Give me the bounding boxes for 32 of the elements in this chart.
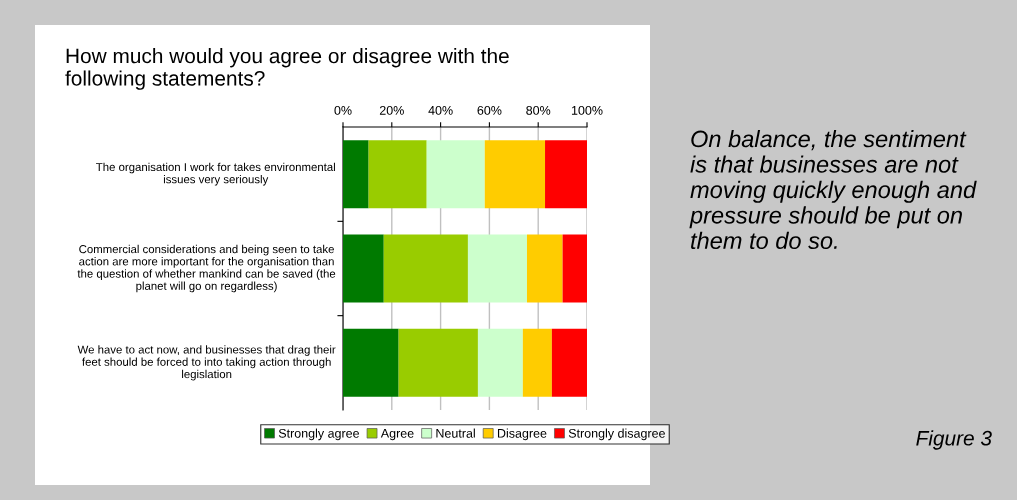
x-tick-label: 80% xyxy=(526,105,551,115)
bar xyxy=(522,328,552,397)
bar xyxy=(477,328,523,397)
x-tick-label: 100% xyxy=(571,105,603,115)
y-tick-label: The organisation I work for takes environmental issues very seriously xyxy=(96,162,335,186)
legend-label: Agree xyxy=(380,429,414,441)
bar xyxy=(562,234,587,303)
caption: Figure 3 xyxy=(916,430,992,450)
bar xyxy=(368,140,427,209)
x-tick-label: 20% xyxy=(379,105,404,115)
bar xyxy=(343,140,369,209)
y-tick-label: We have to act now, and businesses that drag their feet should be forced to into taking action through legislation xyxy=(77,345,336,381)
legend-label: Strongly disagree xyxy=(568,428,665,441)
text: On balance, the sentiment is that businesses are not moving quickly enough and pressure should be put on them to do so. xyxy=(689,130,977,250)
bar xyxy=(398,328,478,397)
bar xyxy=(551,328,587,397)
legend-label: Disagree xyxy=(497,428,547,441)
bar xyxy=(484,140,546,209)
bar xyxy=(467,234,527,303)
bar xyxy=(426,140,485,209)
bar xyxy=(545,140,587,209)
x-tick-label: 0% xyxy=(334,105,352,115)
chart-title: How much would you agree or disagree with the following statements? xyxy=(65,48,509,90)
x-tick-label: 40% xyxy=(428,105,453,115)
bar xyxy=(343,234,384,303)
legend-label: Neutral xyxy=(436,428,475,438)
bar xyxy=(383,234,468,303)
bar xyxy=(526,234,563,303)
x-tick-label: 60% xyxy=(477,105,502,115)
y-tick-label: Commercial considerations and being seen to take action are more important for the organisation than the question of whether mankind can be saved (the planet will go on regardless) xyxy=(77,244,336,293)
bar xyxy=(343,328,399,397)
legend-label: Strongly agree xyxy=(278,428,359,441)
